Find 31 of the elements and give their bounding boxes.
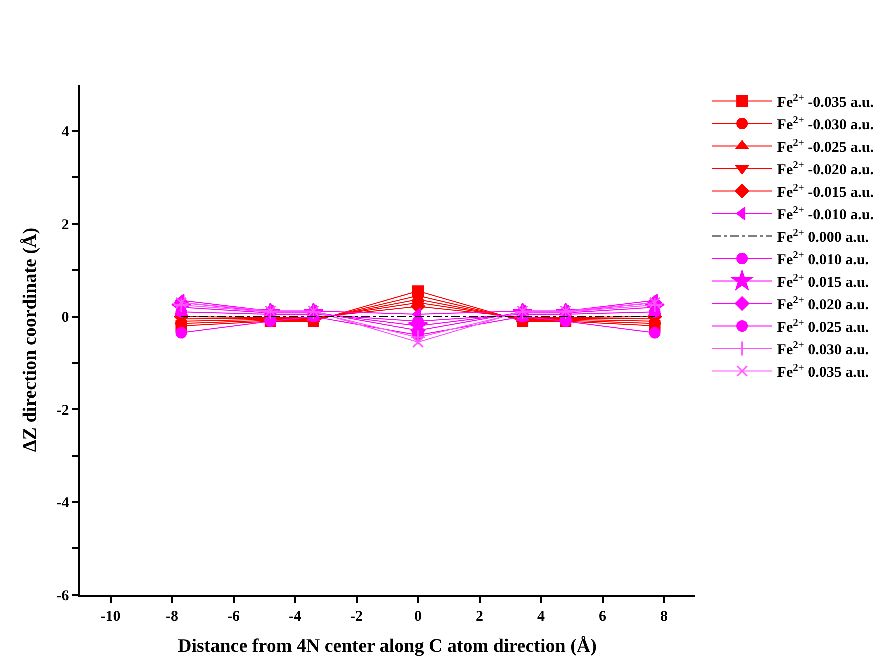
legend-label: Fe$^{2+}$ -0.025 a.u. <box>777 138 874 156</box>
legend-label: Fe$^{2+}$ -0.030 a.u. <box>777 115 874 134</box>
x-tick-label: -4 <box>289 608 302 625</box>
legend-label: Fe$^{2+}$ 0.010 a.u. <box>777 250 870 269</box>
legend-label: Fe$^{2+}$ -0.020 a.u. <box>777 160 874 179</box>
x-tick-label: 6 <box>599 608 607 625</box>
legend-label: Fe$^{2+}$ 0.000 a.u. <box>777 228 870 246</box>
y-tick-label: 0 <box>62 310 70 326</box>
legend-label: Fe$^{2+}$ 0.035 a.u. <box>777 362 870 382</box>
y-tick-label: -2 <box>56 402 70 419</box>
x-axis-title: Distance from 4N center along C atom direction (Å) <box>178 636 597 658</box>
legend-label: Fe$^{2+}$ -0.035 a.u. <box>777 92 874 112</box>
x-tick-label: -6 <box>228 608 240 625</box>
x-tick-label: 2 <box>476 608 484 625</box>
x-tick-label: -10 <box>100 608 121 625</box>
y-tick-label: -4 <box>56 496 70 512</box>
legend-label: Fe$^{2+}$ 0.015 a.u. <box>777 272 870 292</box>
x-tick-label: 8 <box>660 608 668 625</box>
legend-label: Fe$^{2+}$ 0.020 a.u. <box>777 295 870 314</box>
legend-label: Fe$^{2+}$ -0.015 a.u. <box>777 182 874 202</box>
y-tick-label: -6 <box>56 588 70 604</box>
legend-label: Fe$^{2+}$ -0.010 a.u. <box>777 205 874 224</box>
x-tick-label: 4 <box>538 608 546 625</box>
y-tick-label: 4 <box>62 124 70 141</box>
legend-label: Fe$^{2+}$ 0.030 a.u. <box>777 340 870 359</box>
y-axis-title: ΔZ direction coordinate (Å) <box>20 228 42 452</box>
legend-label: Fe$^{2+}$ 0.025 a.u. <box>777 318 870 336</box>
x-tick-label: -2 <box>350 608 363 625</box>
x-tick-label: 0 <box>414 608 422 625</box>
x-tick-label: -8 <box>166 608 178 625</box>
y-tick-label: 2 <box>62 217 70 234</box>
